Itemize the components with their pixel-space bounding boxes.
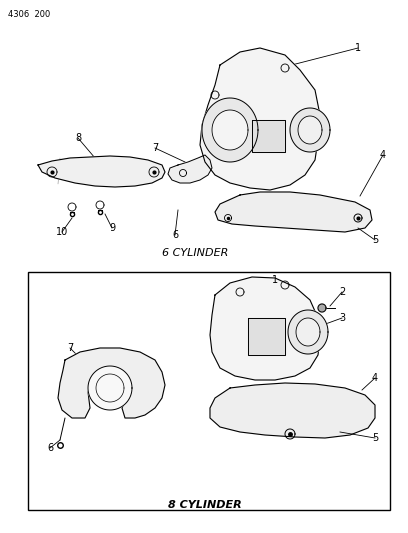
Polygon shape xyxy=(88,366,132,410)
Polygon shape xyxy=(200,48,320,190)
Polygon shape xyxy=(215,192,372,232)
Text: 8: 8 xyxy=(75,133,81,143)
Polygon shape xyxy=(202,98,258,162)
Polygon shape xyxy=(212,110,248,150)
Text: 2: 2 xyxy=(339,287,345,297)
Bar xyxy=(28,272,390,510)
Text: 10: 10 xyxy=(56,227,68,237)
Text: 8 CYLINDER: 8 CYLINDER xyxy=(168,500,242,510)
Text: 3: 3 xyxy=(339,313,345,323)
Text: 5: 5 xyxy=(372,235,378,245)
Text: 4: 4 xyxy=(380,150,386,160)
Text: 6: 6 xyxy=(47,443,53,453)
Text: 6: 6 xyxy=(172,230,178,240)
Polygon shape xyxy=(248,318,285,355)
Text: 1: 1 xyxy=(355,43,361,53)
Polygon shape xyxy=(296,318,320,346)
Text: 4306  200: 4306 200 xyxy=(8,10,50,19)
Polygon shape xyxy=(252,120,285,152)
Polygon shape xyxy=(38,156,165,187)
Polygon shape xyxy=(288,310,328,354)
Text: 9: 9 xyxy=(109,223,115,233)
Polygon shape xyxy=(168,155,212,183)
Text: 5: 5 xyxy=(372,433,378,443)
Text: 7: 7 xyxy=(67,343,73,353)
Polygon shape xyxy=(298,116,322,144)
Polygon shape xyxy=(210,383,375,438)
Polygon shape xyxy=(290,108,330,152)
Text: 7: 7 xyxy=(152,143,158,153)
Text: 6 CYLINDER: 6 CYLINDER xyxy=(162,248,228,258)
Polygon shape xyxy=(318,304,326,312)
Text: 1: 1 xyxy=(272,275,278,285)
Text: 4: 4 xyxy=(372,373,378,383)
Polygon shape xyxy=(210,277,320,380)
Polygon shape xyxy=(58,348,165,418)
